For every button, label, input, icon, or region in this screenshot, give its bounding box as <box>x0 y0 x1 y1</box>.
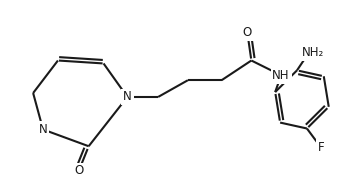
Text: O: O <box>74 164 83 177</box>
Text: NH: NH <box>272 69 290 82</box>
Text: N: N <box>123 91 132 103</box>
Text: F: F <box>318 141 324 154</box>
Text: O: O <box>243 26 252 40</box>
Text: NH₂: NH₂ <box>302 46 324 59</box>
Text: N: N <box>39 123 47 136</box>
